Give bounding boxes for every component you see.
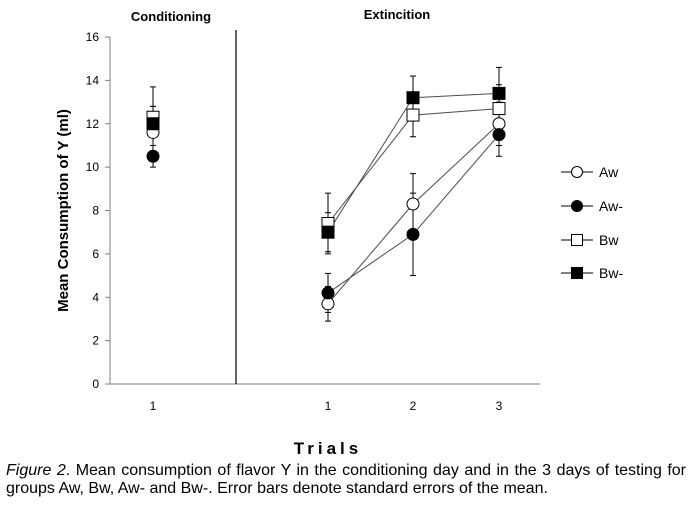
- y-tick-label: 8: [92, 204, 99, 218]
- data-point: [492, 102, 506, 116]
- data-point: [571, 267, 583, 279]
- y-tick-label: 12: [86, 117, 100, 131]
- data-point: [321, 286, 335, 300]
- figure-caption: Figure 2. Mean consumption of flavor Y i…: [6, 462, 686, 498]
- y-tick-label: 6: [92, 247, 99, 261]
- y-axis-label: Mean Consumption of Y (ml): [55, 109, 72, 312]
- data-point: [571, 234, 583, 246]
- caption-text: . Mean consumption of flavor Y in the co…: [6, 462, 686, 497]
- y-tick-label: 14: [86, 73, 100, 87]
- legend-label: Bw-: [599, 265, 623, 281]
- data-point: [321, 297, 335, 311]
- data-point: [571, 200, 583, 212]
- x-tick-label: 1: [150, 399, 157, 413]
- x-tick-label: 2: [410, 399, 417, 413]
- legend-label: Aw-: [599, 198, 623, 214]
- legend-label: Aw: [599, 164, 619, 180]
- data-point: [492, 128, 506, 142]
- panel-title-conditioning: Conditioning: [131, 9, 211, 24]
- panel-title-extinction: Extincition: [364, 7, 431, 22]
- data-point: [571, 166, 583, 178]
- y-tick-label: 2: [92, 334, 99, 348]
- x-axis-label: Trials: [294, 439, 362, 458]
- y-tick-label: 4: [92, 290, 99, 304]
- y-tick-label: 16: [86, 30, 100, 44]
- data-point: [406, 108, 420, 122]
- data-point: [146, 149, 160, 163]
- legend-label: Bw: [599, 232, 619, 248]
- x-tick-label: 1: [325, 399, 332, 413]
- data-point: [406, 197, 420, 211]
- data-point: [406, 91, 420, 105]
- data-point: [492, 117, 506, 131]
- data-point: [321, 225, 335, 239]
- x-tick-label: 3: [496, 399, 503, 413]
- data-point: [406, 227, 420, 241]
- y-tick-label: 10: [86, 160, 100, 174]
- data-point: [146, 117, 160, 131]
- y-tick-label: 0: [92, 377, 99, 391]
- data-point: [492, 86, 506, 100]
- caption-lead: Figure 2: [6, 462, 66, 479]
